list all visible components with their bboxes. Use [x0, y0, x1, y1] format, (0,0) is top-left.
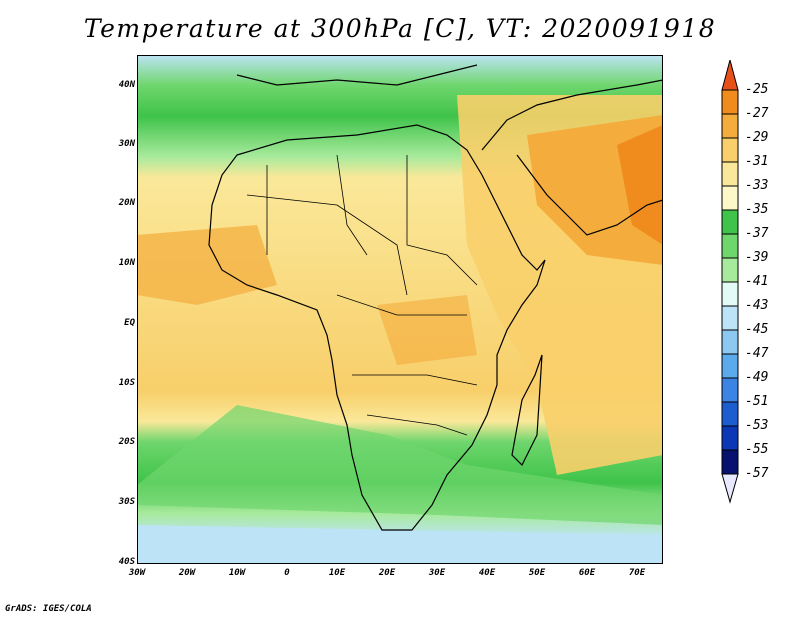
lat-label-eq: EQ: [124, 318, 135, 328]
colorbar-label: -35: [745, 202, 769, 217]
lon-label-20e: 20E: [378, 568, 396, 578]
lat-label-10n: 10N: [118, 258, 135, 268]
colorbar-label: -55: [745, 442, 769, 457]
colorbar-swatch: [721, 89, 739, 115]
lon-label-50e: 50E: [528, 568, 546, 578]
lon-label-40e: 40E: [478, 568, 496, 578]
lat-label-10s: 10S: [118, 378, 135, 388]
warm-patch-west-africa: [137, 225, 277, 305]
map-frame: [137, 55, 663, 564]
colorbar-swatch: [721, 209, 739, 235]
colorbar-swatch: [721, 305, 739, 331]
colorbar-swatch: [721, 449, 739, 475]
lon-label-10e: 10E: [328, 568, 346, 578]
lon-label-0: 0: [284, 568, 290, 578]
colorbar-swatch: [721, 329, 739, 355]
colorbar-swatch: [721, 353, 739, 379]
colorbar-label: -37: [745, 226, 769, 241]
lat-label-40s: 40S: [118, 557, 135, 567]
coastlines: [208, 64, 663, 531]
cool-band-south: [137, 405, 663, 525]
colorbar-swatch: [721, 185, 739, 211]
colorbar-label: -47: [745, 346, 769, 361]
country-borders: [246, 154, 478, 436]
lat-label-40n: 40N: [118, 80, 135, 90]
colorbar: [721, 60, 739, 504]
cold-band-far-south: [137, 525, 663, 564]
colorbar-swatch: [721, 161, 739, 187]
colorbar-swatch: [721, 425, 739, 451]
colorbar-swatch: [721, 233, 739, 259]
colorbar-label: -53: [745, 418, 769, 433]
credit-text: GrADS: IGES/COLA: [5, 604, 92, 614]
colorbar-label: -41: [745, 274, 769, 289]
hottest-region-india: [617, 125, 663, 245]
temperature-map: [137, 55, 663, 564]
colorbar-label: -57: [745, 466, 769, 481]
colorbar-swatch: [721, 377, 739, 403]
colorbar-swatch: [721, 281, 739, 307]
lat-label-30s: 30S: [118, 497, 135, 507]
colorbar-label: -31: [745, 154, 769, 169]
lon-label-30e: 30E: [428, 568, 446, 578]
colorbar-label: -45: [745, 322, 769, 337]
lat-label-20s: 20S: [118, 437, 135, 447]
warm-patch-central-africa: [377, 295, 477, 365]
colorbar-label: -27: [745, 106, 769, 121]
colorbar-label: -39: [745, 250, 769, 265]
colorbar-swatch: [721, 401, 739, 427]
colorbar-swatch: [721, 137, 739, 163]
colorbar-bottom-triangle: [721, 473, 739, 504]
lon-label-20w: 20W: [178, 568, 196, 578]
colorbar-label: -29: [745, 130, 769, 145]
colorbar-swatch: [721, 257, 739, 283]
lat-label-20n: 20N: [118, 198, 135, 208]
colorbar-label: -49: [745, 370, 769, 385]
colorbar-label: -43: [745, 298, 769, 313]
lat-label-30n: 30N: [118, 139, 135, 149]
lon-label-60e: 60E: [578, 568, 596, 578]
colorbar-swatch: [721, 113, 739, 139]
lon-label-70e: 70E: [628, 568, 646, 578]
colorbar-top-triangle: [721, 60, 739, 91]
colorbar-label: -51: [745, 394, 769, 409]
lon-label-30w: 30W: [128, 568, 146, 578]
lon-label-10w: 10W: [228, 568, 246, 578]
chart-title: Temperature at 300hPa [C], VT: 202009191…: [83, 14, 717, 43]
colorbar-label: -25: [745, 82, 769, 97]
colorbar-label: -33: [745, 178, 769, 193]
